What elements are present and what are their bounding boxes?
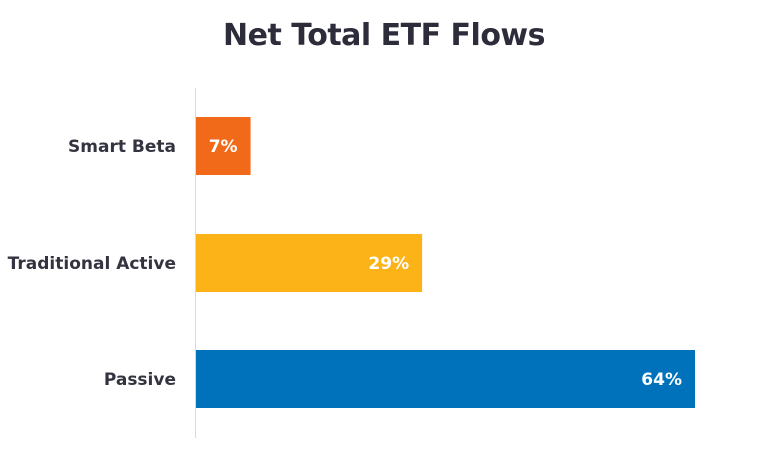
bar-traditional-active [196,234,423,292]
category-label: Passive [104,370,176,390]
bar-passive [196,350,695,408]
chart-title: Net Total ETF Flows [223,18,546,53]
value-label: 64% [641,370,682,390]
category-label: Traditional Active [8,254,176,274]
category-label: Smart Beta [68,137,176,157]
value-label: 29% [368,254,409,274]
bar-smart-beta [196,117,251,175]
value-label: 7% [209,137,238,157]
